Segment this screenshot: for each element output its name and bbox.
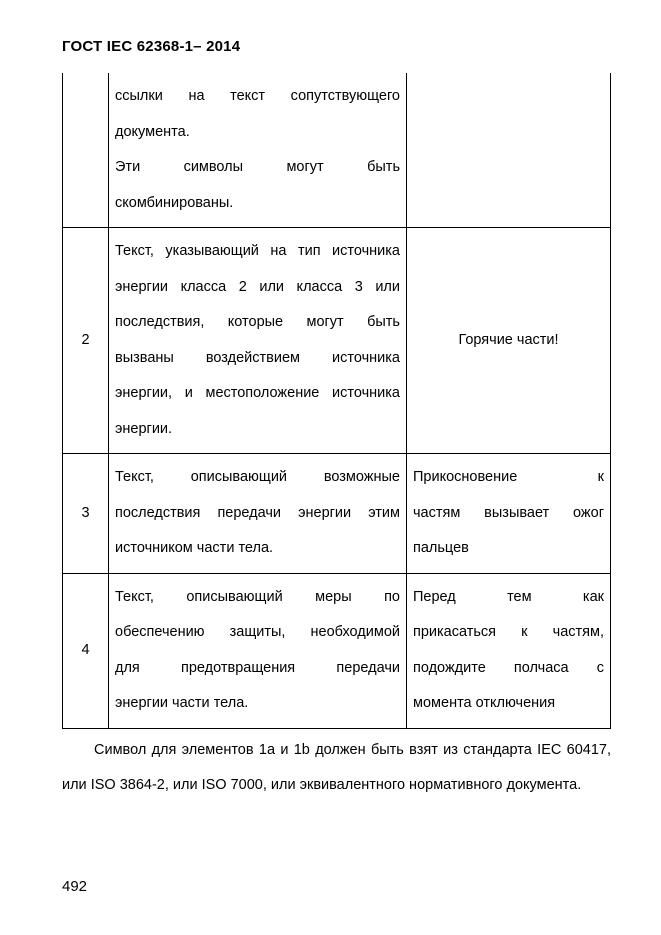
row-example-cell bbox=[407, 73, 611, 228]
row-example-cell: Горячие части! bbox=[407, 228, 611, 454]
page: ГОСТ IEC 62368-1– 2014 ссылки на текст с… bbox=[0, 0, 661, 935]
example-line: подождите полчаса с bbox=[413, 651, 604, 687]
example-line: прикасаться к частям, bbox=[413, 615, 604, 651]
desc-line: последствия, которые могут быть bbox=[115, 305, 400, 341]
row-description-cell: ссылки на текст сопутствующего документа… bbox=[109, 73, 407, 228]
desc-line: Текст, описывающий возможные bbox=[115, 460, 400, 496]
row-number-cell bbox=[63, 73, 109, 228]
desc-line: вызваны воздействием источника bbox=[115, 341, 400, 377]
table-row: 2 Текст, указывающий на тип источника эн… bbox=[63, 228, 611, 454]
desc-line: Текст, указывающий на тип источника bbox=[115, 234, 400, 270]
row-number-cell: 2 bbox=[63, 228, 109, 454]
desc-line: Эти символы могут быть bbox=[115, 150, 400, 186]
row-number-cell: 4 bbox=[63, 573, 109, 728]
table-row: 4 Текст, описывающий меры по обеспечению… bbox=[63, 573, 611, 728]
row-example-cell: Перед тем как прикасаться к частям, подо… bbox=[407, 573, 611, 728]
example-line: момента отключения bbox=[413, 686, 604, 722]
document-header: ГОСТ IEC 62368-1– 2014 bbox=[62, 38, 611, 55]
footnote-paragraph: Символ для элементов 1a и 1b должен быть… bbox=[62, 733, 611, 804]
desc-line: документа. bbox=[115, 115, 400, 151]
example-line: Перед тем как bbox=[413, 580, 604, 616]
requirements-table: ссылки на текст сопутствующего документа… bbox=[62, 73, 611, 729]
desc-line: энергии части тела. bbox=[115, 686, 400, 722]
desc-line: энергии класса 2 или класса 3 или bbox=[115, 270, 400, 306]
table-row: ссылки на текст сопутствующего документа… bbox=[63, 73, 611, 228]
table-row: 3 Текст, описывающий возможные последств… bbox=[63, 454, 611, 574]
example-line: Прикосновение к bbox=[413, 460, 604, 496]
desc-line: Текст, описывающий меры по bbox=[115, 580, 400, 616]
example-line: пальцев bbox=[413, 531, 604, 567]
row-example-cell: Прикосновение к частям вызывает ожог пал… bbox=[407, 454, 611, 574]
desc-line: скомбинированы. bbox=[115, 186, 400, 222]
desc-line: последствия передачи энергии этим bbox=[115, 496, 400, 532]
page-number: 492 bbox=[62, 878, 87, 895]
desc-line: для предотвращения передачи bbox=[115, 651, 400, 687]
desc-line: источником части тела. bbox=[115, 531, 400, 567]
row-description-cell: Текст, описывающий меры по обеспечению з… bbox=[109, 573, 407, 728]
desc-line: энергии, и местоположение источника bbox=[115, 376, 400, 412]
desc-line: обеспечению защиты, необходимой bbox=[115, 615, 400, 651]
row-description-cell: Текст, описывающий возможные последствия… bbox=[109, 454, 407, 574]
desc-line: ссылки на текст сопутствующего bbox=[115, 79, 400, 115]
row-number-cell: 3 bbox=[63, 454, 109, 574]
desc-line: энергии. bbox=[115, 412, 400, 448]
example-line: частям вызывает ожог bbox=[413, 496, 604, 532]
row-description-cell: Текст, указывающий на тип источника энер… bbox=[109, 228, 407, 454]
